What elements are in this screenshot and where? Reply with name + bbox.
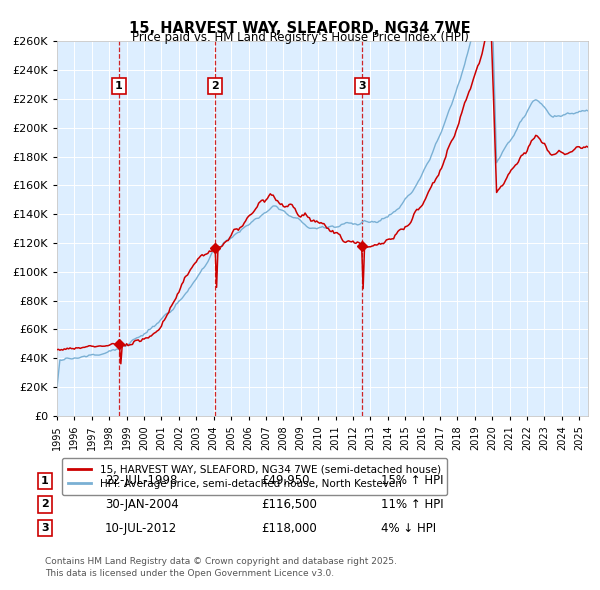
Text: 3: 3 [358, 81, 366, 91]
Text: Price paid vs. HM Land Registry's House Price Index (HPI): Price paid vs. HM Land Registry's House … [131, 31, 469, 44]
Text: 2: 2 [211, 81, 219, 91]
Text: £118,000: £118,000 [261, 522, 317, 535]
Text: 3: 3 [41, 523, 49, 533]
Text: 30-JAN-2004: 30-JAN-2004 [105, 498, 179, 511]
Text: 1: 1 [115, 81, 122, 91]
Text: 10-JUL-2012: 10-JUL-2012 [105, 522, 177, 535]
Text: £116,500: £116,500 [261, 498, 317, 511]
Text: 4% ↓ HPI: 4% ↓ HPI [381, 522, 436, 535]
Text: 1: 1 [41, 476, 49, 486]
Text: Contains HM Land Registry data © Crown copyright and database right 2025.
This d: Contains HM Land Registry data © Crown c… [45, 557, 397, 578]
Text: 15, HARVEST WAY, SLEAFORD, NG34 7WE: 15, HARVEST WAY, SLEAFORD, NG34 7WE [129, 21, 471, 35]
Text: 22-JUL-1998: 22-JUL-1998 [105, 474, 178, 487]
Legend: 15, HARVEST WAY, SLEAFORD, NG34 7WE (semi-detached house), HPI: Average price, s: 15, HARVEST WAY, SLEAFORD, NG34 7WE (sem… [62, 458, 447, 495]
Text: £49,950: £49,950 [261, 474, 310, 487]
Text: 15% ↑ HPI: 15% ↑ HPI [381, 474, 443, 487]
Text: 11% ↑ HPI: 11% ↑ HPI [381, 498, 443, 511]
Text: 2: 2 [41, 500, 49, 509]
